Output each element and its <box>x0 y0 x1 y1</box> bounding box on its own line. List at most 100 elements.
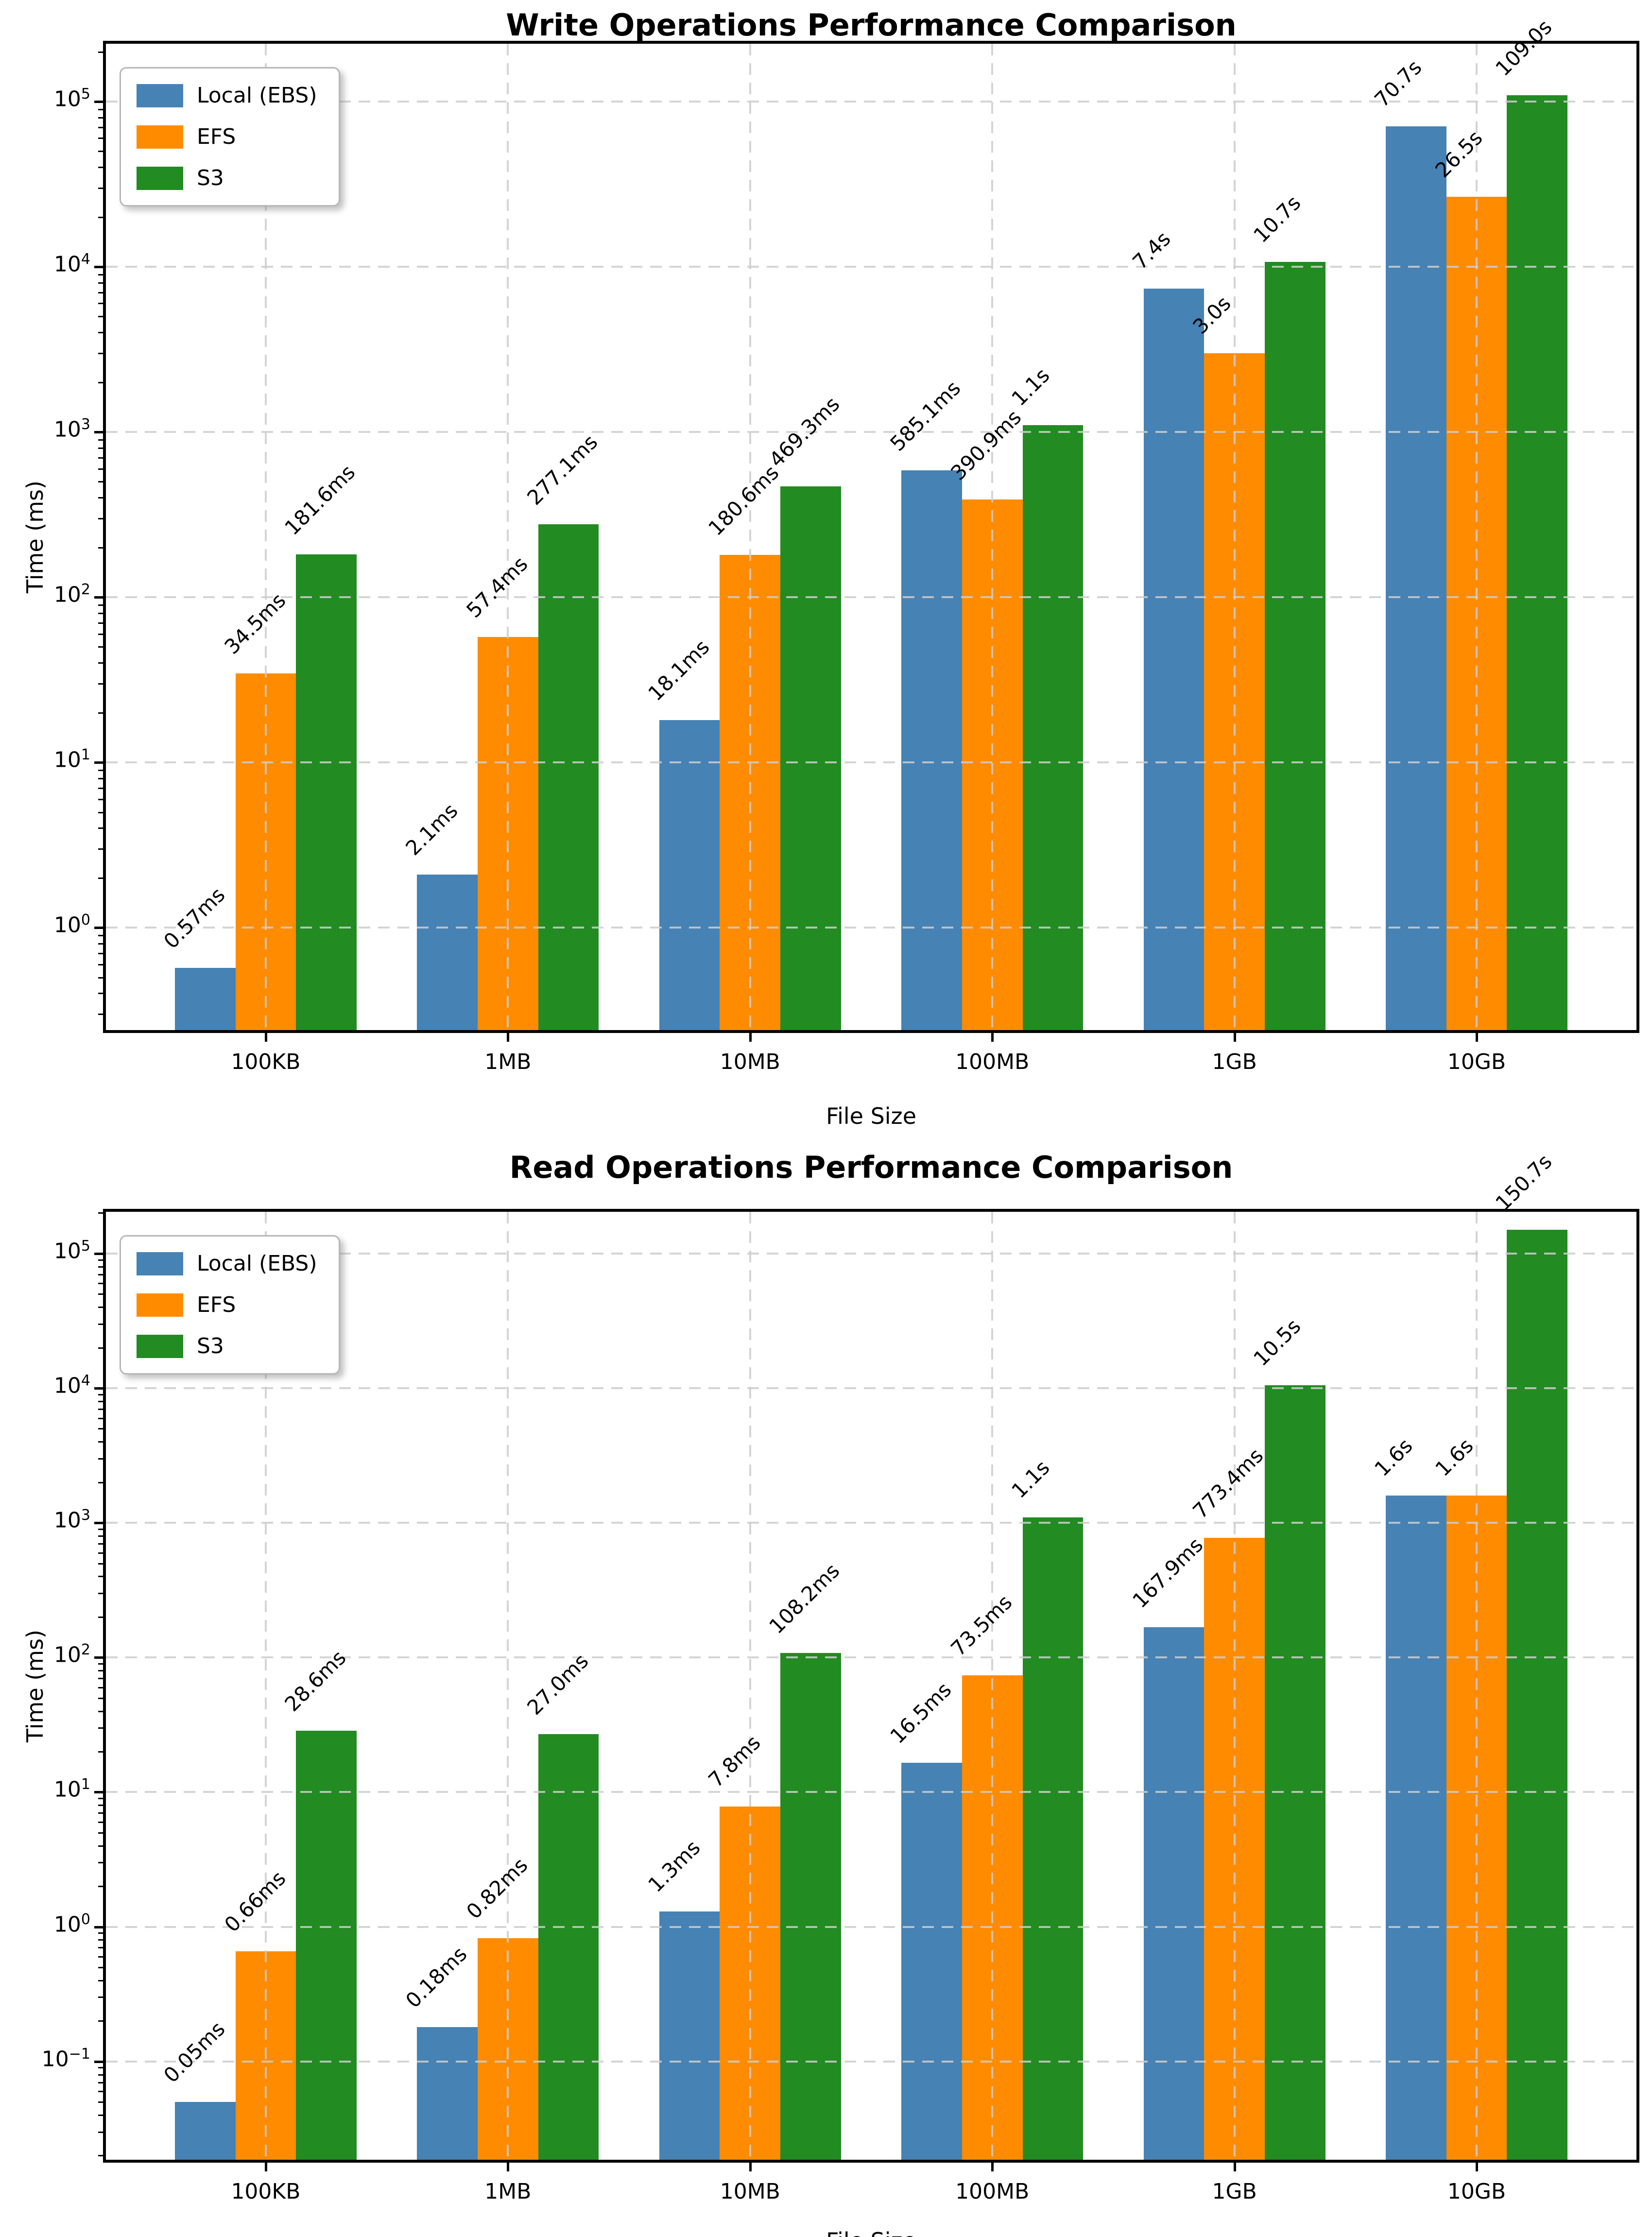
bar-s3 <box>1507 1229 1567 2160</box>
legend-swatch <box>137 1334 183 1358</box>
bar-value-label: 16.5ms <box>885 1677 956 1749</box>
y-axis-minor-tick <box>98 1956 103 1958</box>
y-axis-tick-label: 10−1 <box>41 2045 90 2072</box>
legend-item: EFS <box>137 124 317 149</box>
y-axis-minor-tick <box>98 282 103 284</box>
legend-item: EFS <box>137 1292 317 1317</box>
grid-line-horizontal <box>106 2060 1636 2063</box>
bar-value-label: 18.1ms <box>643 635 714 706</box>
bar-value-label: 73.5ms <box>946 1590 1017 1661</box>
bar-s3 <box>1264 262 1325 1030</box>
y-axis-minor-tick <box>98 1283 103 1285</box>
x-axis-tick <box>991 1033 994 1042</box>
x-axis-tick <box>1233 2163 1236 2171</box>
y-axis-minor-tick <box>98 2067 103 2069</box>
x-axis-tick-label: 10MB <box>720 2179 780 2204</box>
x-axis-tick <box>1476 2163 1479 2171</box>
y-axis-minor-tick <box>98 798 103 800</box>
bar-value-label: 27.0ms <box>522 1649 593 1720</box>
y-axis-minor-tick <box>98 1408 103 1410</box>
bar-value-label: 57.4ms <box>462 551 533 623</box>
y-axis-minor-tick <box>98 2114 103 2116</box>
legend-item: S3 <box>137 166 317 190</box>
y-axis-minor-tick <box>98 1323 103 1325</box>
y-axis-minor-tick <box>98 993 103 995</box>
y-axis-minor-tick <box>98 1535 103 1537</box>
y-axis-minor-tick <box>98 2082 103 2083</box>
y-axis-minor-tick <box>98 1013 103 1015</box>
chart-title-write: Write Operations Performance Comparison <box>506 7 1237 43</box>
x-axis-tick <box>1233 1033 1236 1042</box>
y-axis-minor-tick <box>98 769 103 771</box>
y-axis-minor-tick <box>98 1670 103 1672</box>
y-axis-minor-tick <box>98 811 103 813</box>
grid-line-vertical <box>1233 1212 1236 2160</box>
bar-local-ebs <box>659 720 720 1030</box>
bar-local-ebs <box>175 2102 236 2160</box>
y-axis-tick-label: 101 <box>53 746 90 773</box>
bar-s3 <box>296 554 357 1030</box>
bar-s3 <box>1264 1385 1325 2160</box>
grid-line-vertical <box>264 1212 267 2160</box>
y-axis-minor-tick <box>98 108 103 110</box>
y-axis-minor-tick <box>98 1751 103 1753</box>
grid-line-vertical <box>264 44 267 1030</box>
y-axis-tick <box>94 1791 103 1794</box>
bar-value-label: 1.1s <box>1006 363 1054 411</box>
bar-value-label: 1.3ms <box>643 1835 705 1897</box>
grid-line-horizontal <box>106 1387 1636 1390</box>
y-axis-minor-tick <box>98 151 103 153</box>
legend-label: EFS <box>197 124 236 149</box>
y-axis-tick-label: 105 <box>53 1237 90 1264</box>
y-axis-minor-tick <box>98 1481 103 1483</box>
bar-s3 <box>296 1730 357 2160</box>
bar-value-label: 277.1ms <box>522 430 602 510</box>
legend-label: Local (EBS) <box>197 83 317 108</box>
y-axis-minor-tick <box>98 481 103 483</box>
x-axis-tick-label: 100MB <box>955 1050 1030 1074</box>
bar-local-ebs <box>1143 1627 1205 2160</box>
y-axis-minor-tick <box>98 778 103 780</box>
y-axis-tick <box>94 1252 103 1255</box>
grid-line-horizontal <box>106 1252 1636 1255</box>
y-axis-minor-tick <box>98 2131 103 2133</box>
y-axis-minor-tick <box>98 1979 103 1981</box>
y-axis-minor-tick <box>98 1821 103 1823</box>
bar-local-ebs <box>901 1763 962 2160</box>
y-axis-minor-tick <box>98 352 103 354</box>
y-axis-tick-label: 105 <box>53 86 90 112</box>
y-axis-minor-tick <box>98 1678 103 1680</box>
plot-area-write: 100 101 102 103 104 105 100KB 1MB 10MB 100MB 1GB 10… <box>54 15 1639 1074</box>
bar-local-ebs <box>901 470 962 1030</box>
legend-swatch <box>137 125 183 149</box>
y-axis-tick-label: 103 <box>53 416 90 442</box>
bar-value-label: 180.6ms <box>704 460 784 540</box>
y-axis-minor-tick <box>98 547 103 549</box>
y-axis-tick <box>94 927 103 929</box>
bar-s3 <box>1022 425 1084 1030</box>
bar-s3 <box>538 524 599 1030</box>
y-axis-tick <box>94 266 103 269</box>
x-axis-tick <box>749 2163 752 2171</box>
y-axis-minor-tick <box>98 1727 103 1729</box>
y-axis-minor-tick <box>98 1528 103 1530</box>
bar-value-label: 7.8ms <box>704 1731 766 1792</box>
grid-line-vertical <box>749 1212 751 2160</box>
y-axis-tick-label: 104 <box>53 1372 90 1398</box>
y-axis-minor-tick <box>98 662 103 664</box>
y-axis-minor-tick <box>98 117 103 119</box>
x-axis-tick-label: 100MB <box>955 2179 1030 2204</box>
legend-item: S3 <box>137 1334 317 1359</box>
y-axis-minor-tick <box>98 468 103 470</box>
y-axis-minor-tick <box>98 1697 103 1699</box>
bar-local-ebs <box>659 1911 720 2160</box>
legend-item: Local (EBS) <box>137 83 317 108</box>
grid-line-horizontal <box>106 761 1636 764</box>
y-axis-tick <box>94 2060 103 2063</box>
y-axis-minor-tick <box>98 292 103 293</box>
x-axis-tick-label: 10GB <box>1447 2179 1506 2204</box>
bar-value-label: 773.4ms <box>1188 1444 1268 1524</box>
x-axis-tick-label: 1MB <box>484 1050 532 1074</box>
grid-line-vertical <box>991 44 994 1030</box>
bar-value-label: 1.1s <box>1006 1455 1054 1503</box>
